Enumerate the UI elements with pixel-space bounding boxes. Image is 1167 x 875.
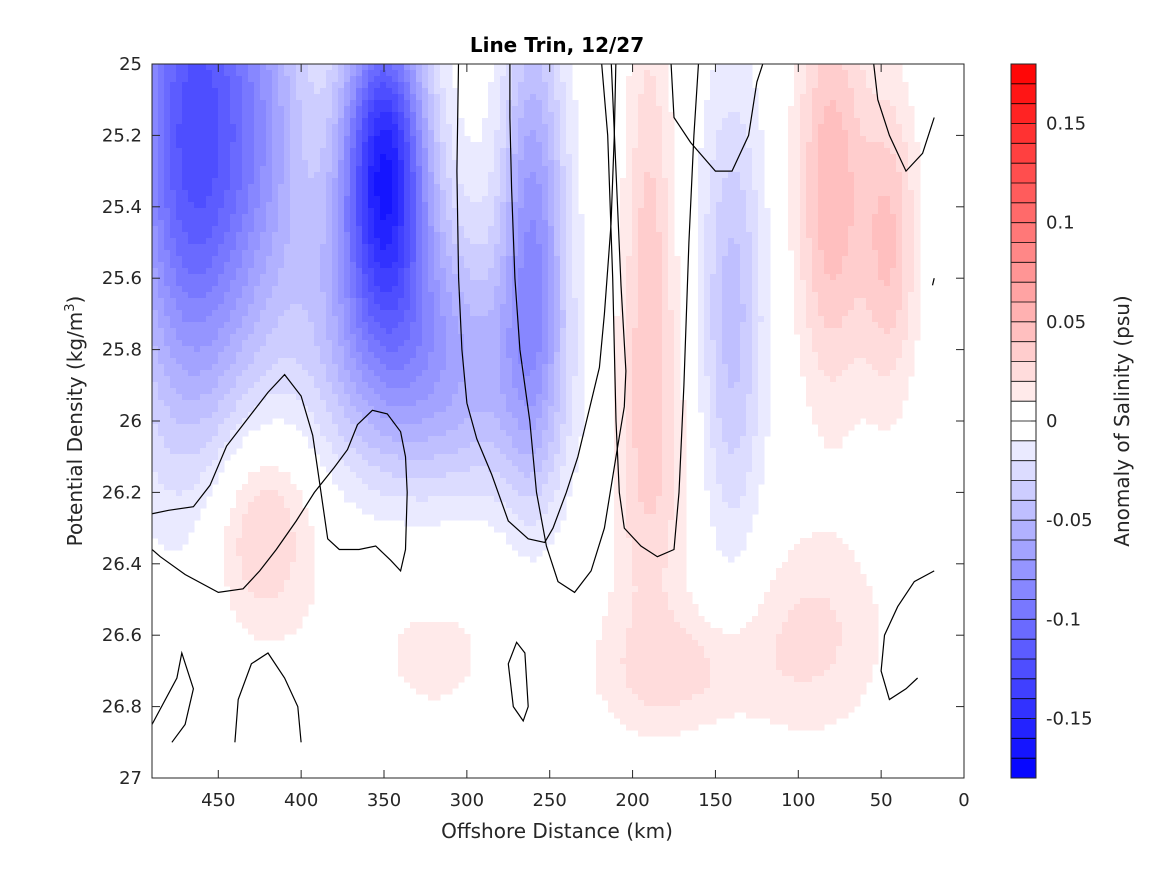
x-tick-label: 200 xyxy=(615,790,649,811)
zero-contour-line xyxy=(509,64,627,594)
colorbar-segment xyxy=(1011,262,1036,283)
y-axis-label: Potential Density (kg/m3) xyxy=(63,296,87,547)
colorbar-segment xyxy=(1011,421,1036,442)
colorbar-segment xyxy=(1011,123,1036,144)
colorbar-segment xyxy=(1011,103,1036,124)
zero-contour-line xyxy=(873,64,935,173)
colorbar-tick-label: 0.1 xyxy=(1046,213,1075,234)
colorbar-segment xyxy=(1011,500,1036,521)
y-axis-label-superscript: 3 xyxy=(63,303,78,311)
zero-contour-line xyxy=(456,64,617,544)
zero-contour-line xyxy=(152,650,195,743)
x-tick-label: 0 xyxy=(958,790,969,811)
x-tick-label: 300 xyxy=(450,790,484,811)
colorbar-tick-label: -0.15 xyxy=(1046,709,1093,730)
y-tick-label: 25.6 xyxy=(102,268,142,289)
y-tick-label: 26.2 xyxy=(102,482,142,503)
colorbar-segment xyxy=(1011,64,1036,85)
y-tick-label: 25.2 xyxy=(102,125,142,146)
colorbar-segment xyxy=(1011,639,1036,660)
x-tick-label: 50 xyxy=(870,790,893,811)
zero-contour-line xyxy=(670,64,764,172)
colorbar-segment xyxy=(1011,619,1036,640)
colorbar-segment xyxy=(1011,361,1036,382)
colorbar-segment xyxy=(1011,282,1036,303)
y-tick-label: 27 xyxy=(119,768,142,789)
x-tick-label: 400 xyxy=(284,790,318,811)
y-axis-label-main: Potential Density (kg/m xyxy=(63,312,87,547)
colorbar-segment xyxy=(1011,718,1036,739)
colorbar-segment xyxy=(1011,321,1036,342)
y-tick-label: 26.6 xyxy=(102,625,142,646)
y-tick-label: 26.8 xyxy=(102,697,142,718)
zero-contour-lines xyxy=(152,64,935,743)
zero-contour-line xyxy=(234,652,302,743)
colorbar-tick-label: -0.1 xyxy=(1046,609,1081,630)
colorbar-segment xyxy=(1011,183,1036,204)
colorbar-segment xyxy=(1011,460,1036,481)
colorbar-segment xyxy=(1011,758,1036,779)
x-axis-ticks: 450 400 350 300 250 200 150 100 50 0 xyxy=(201,64,970,811)
colorbar-segment xyxy=(1011,222,1036,243)
zero-contour-line xyxy=(152,373,408,594)
x-tick-label: 450 xyxy=(201,790,235,811)
zero-contour-line xyxy=(507,641,529,723)
contour-field xyxy=(152,64,935,743)
colorbar-segment xyxy=(1011,202,1036,223)
colorbar-segment xyxy=(1011,520,1036,541)
colorbar-segment xyxy=(1011,401,1036,422)
zero-contour-line xyxy=(880,570,935,701)
y-tick-label: 25.8 xyxy=(102,340,142,361)
colorbar-segment xyxy=(1011,579,1036,600)
colorbar-segment xyxy=(1011,599,1036,620)
colorbar-segment xyxy=(1011,242,1036,263)
y-tick-label: 26.4 xyxy=(102,554,142,575)
colorbar-tick-label: 0.05 xyxy=(1046,312,1086,333)
contour-plot-area xyxy=(151,63,965,779)
colorbar-segment xyxy=(1011,341,1036,362)
colorbar-segment xyxy=(1011,302,1036,323)
x-tick-label: 250 xyxy=(533,790,567,811)
colorbar-ticks: 0.15 0.1 0.05 0 -0.05 -0.1 -0.15 xyxy=(1031,114,1093,730)
x-tick-label: 100 xyxy=(781,790,815,811)
zero-contour-line xyxy=(931,278,935,286)
x-tick-label: 350 xyxy=(367,790,401,811)
y-axis-label-close: ) xyxy=(63,296,87,304)
y-tick-label: 26 xyxy=(119,411,142,432)
x-tick-label: 150 xyxy=(698,790,732,811)
x-axis-label: Offshore Distance (km) xyxy=(441,819,673,843)
colorbar-segment xyxy=(1011,559,1036,580)
colorbar-segment xyxy=(1011,381,1036,402)
colorbar-segment xyxy=(1011,540,1036,561)
colorbar-segment xyxy=(1011,143,1036,164)
colorbar-segment xyxy=(1011,698,1036,719)
colorbar xyxy=(1011,64,1036,779)
y-tick-label: 25 xyxy=(119,54,142,75)
colorbar-segment xyxy=(1011,440,1036,461)
colorbar-label: Anomaly of Salinity (psu) xyxy=(1110,295,1134,546)
colorbar-segment xyxy=(1011,163,1036,184)
colorbar-segment xyxy=(1011,83,1036,104)
colorbar-segment xyxy=(1011,738,1036,759)
colorbar-tick-label: 0.15 xyxy=(1046,114,1086,135)
colorbar-segment xyxy=(1011,659,1036,680)
colorbar-tick-label: -0.05 xyxy=(1046,510,1093,531)
colorbar-tick-label: 0 xyxy=(1046,411,1057,432)
zero-contour-line xyxy=(601,64,700,558)
colorbar-segment xyxy=(1011,480,1036,501)
chart-title: Line Trin, 12/27 xyxy=(470,33,644,57)
y-axis-ticks: 25 25.2 25.4 25.6 25.8 26 26.2 26.4 26.6 26.8 27 xyxy=(102,54,964,789)
colorbar-segment xyxy=(1011,678,1036,699)
y-tick-label: 25.4 xyxy=(102,197,142,218)
